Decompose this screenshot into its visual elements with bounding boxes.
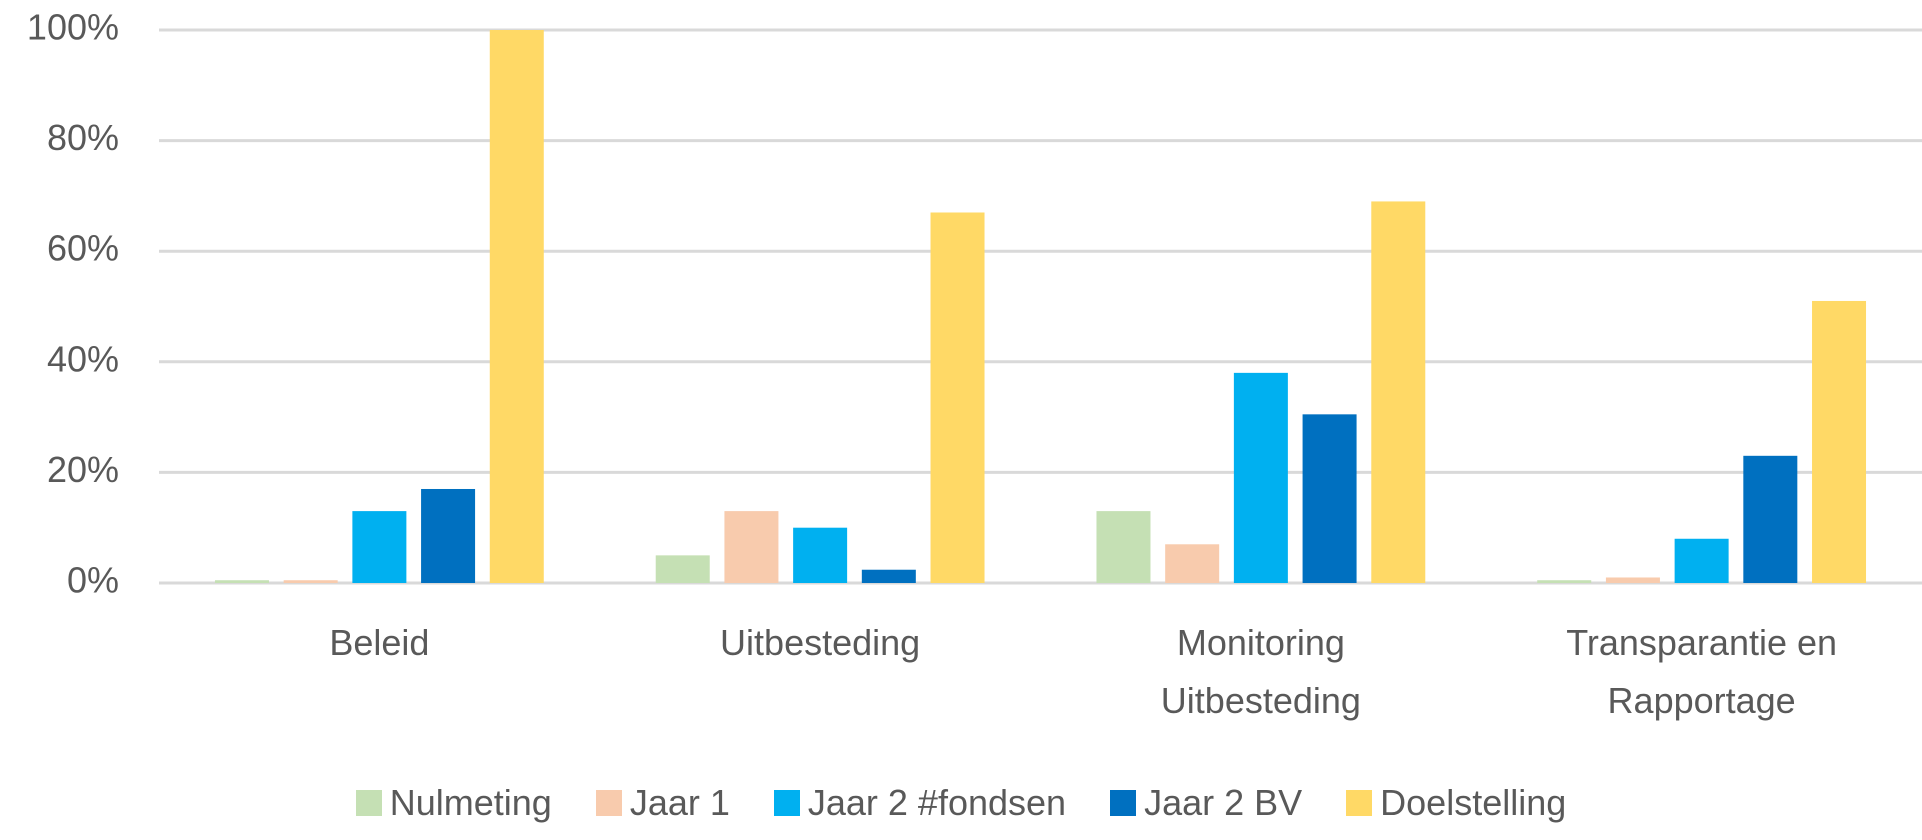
legend-label: Jaar 1 bbox=[629, 782, 730, 823]
y-tick-label: 100% bbox=[27, 7, 119, 48]
bar bbox=[1743, 455, 1798, 583]
bar bbox=[930, 212, 985, 584]
y-tick-label: 0% bbox=[67, 560, 119, 601]
x-tick-label: Monitoring Uitbesteding bbox=[1160, 622, 1361, 721]
bar bbox=[1302, 414, 1357, 583]
bar bbox=[655, 555, 710, 583]
legend-label: Nulmeting bbox=[389, 782, 552, 823]
y-tick-label: 40% bbox=[47, 338, 119, 379]
legend-item: Jaar 1 bbox=[595, 782, 730, 824]
legend-item: Doelstelling bbox=[1346, 782, 1566, 824]
legend-label: Jaar 2 BV bbox=[1144, 782, 1303, 823]
bar bbox=[1233, 372, 1288, 583]
bar bbox=[793, 527, 848, 583]
legend-item: Nulmeting bbox=[355, 782, 552, 824]
bar bbox=[1537, 580, 1592, 583]
legend-label: Jaar 2 #fondsen bbox=[807, 782, 1067, 823]
y-tick-label: 80% bbox=[47, 117, 119, 158]
y-tick-label: 60% bbox=[47, 228, 119, 269]
bar bbox=[724, 511, 779, 583]
legend-item: Jaar 2 BV bbox=[1110, 782, 1302, 824]
x-tick-label: Beleid bbox=[329, 622, 430, 663]
legend-label: Doelstelling bbox=[1380, 782, 1567, 823]
bar bbox=[1371, 201, 1426, 583]
x-tick-label: Uitbesteding bbox=[720, 622, 921, 663]
x-tick-label: Transparantie en Rapportage bbox=[1566, 622, 1838, 721]
legend-swatch bbox=[355, 790, 382, 816]
legend: Nulmeting Jaar 1 Jaar 2 #fondsen Jaar 2 BV D… bbox=[0, 782, 1922, 824]
bar bbox=[489, 30, 544, 583]
bar bbox=[1674, 538, 1729, 583]
y-tick-label: 20% bbox=[47, 449, 119, 490]
legend-item: Jaar 2 #fondsen bbox=[773, 782, 1067, 824]
bar bbox=[214, 580, 269, 583]
bar bbox=[352, 511, 407, 583]
bar bbox=[283, 580, 338, 583]
plot: 0% 20% 40% 60% 80% 100% bbox=[27, 7, 1922, 601]
legend-swatch bbox=[595, 790, 622, 816]
legend-swatch bbox=[773, 790, 800, 816]
bar bbox=[861, 569, 916, 583]
legend-swatch bbox=[1346, 790, 1373, 816]
bar bbox=[1096, 511, 1151, 583]
bar bbox=[1812, 300, 1867, 583]
bar bbox=[1605, 577, 1660, 583]
bar bbox=[421, 488, 476, 583]
legend-swatch bbox=[1110, 790, 1137, 816]
bar bbox=[1165, 544, 1220, 583]
